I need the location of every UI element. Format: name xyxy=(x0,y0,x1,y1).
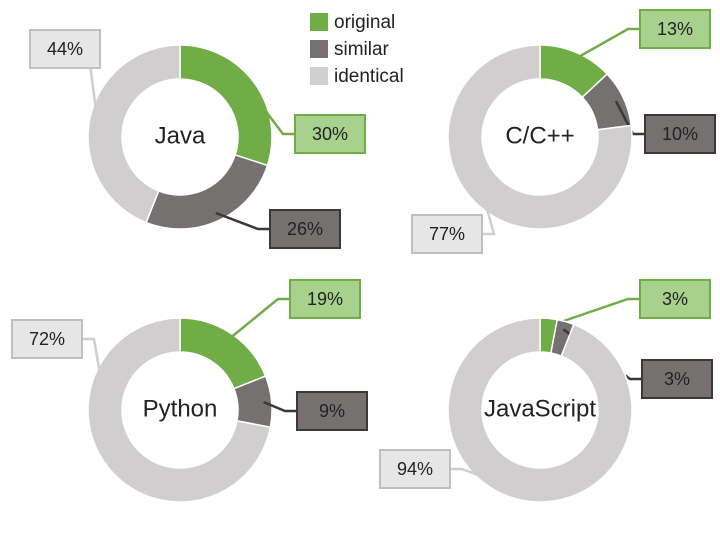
data-label: 72% xyxy=(29,329,65,349)
leader-line xyxy=(450,467,525,494)
donut-segment xyxy=(145,153,269,230)
legend-label: original xyxy=(334,12,395,33)
leader-line xyxy=(547,297,640,328)
label-box xyxy=(641,359,713,399)
data-label: 30% xyxy=(312,124,348,144)
data-label: 44% xyxy=(47,39,83,59)
leader-line xyxy=(614,100,645,136)
legend-label: identical xyxy=(334,66,404,87)
legend-swatch xyxy=(310,67,328,85)
legend-swatch xyxy=(310,13,328,31)
label-box xyxy=(29,29,101,69)
legend-label: similar xyxy=(334,39,390,60)
donut-title: Python xyxy=(143,395,218,422)
donut-segment xyxy=(179,317,267,390)
data-label: 9% xyxy=(319,401,345,421)
data-label: 94% xyxy=(397,459,433,479)
data-label: 26% xyxy=(287,219,323,239)
label-box xyxy=(639,9,711,49)
donut-segment xyxy=(87,317,272,503)
label-box xyxy=(296,391,368,431)
label-box xyxy=(639,279,711,319)
data-label: 13% xyxy=(657,19,693,39)
label-box xyxy=(644,114,716,154)
leader-line xyxy=(246,86,295,136)
data-label: 10% xyxy=(662,124,698,144)
donut-title: JavaScript xyxy=(484,395,596,422)
leader-line xyxy=(482,199,496,236)
leader-line xyxy=(215,211,270,231)
label-box xyxy=(269,209,341,249)
data-label: 3% xyxy=(662,289,688,309)
label-box xyxy=(289,279,361,319)
donut-title: Java xyxy=(155,122,206,149)
label-box xyxy=(379,449,451,489)
label-box xyxy=(11,319,83,359)
label-box xyxy=(294,114,366,154)
legend-swatch xyxy=(310,40,328,58)
donut-segment xyxy=(87,44,181,224)
leader-line xyxy=(82,337,117,464)
leader-line xyxy=(226,297,290,342)
donut-segment xyxy=(447,317,633,503)
donut-title: C/C++ xyxy=(505,122,574,149)
donut-segment xyxy=(447,44,633,230)
leader-line xyxy=(572,27,640,61)
data-label: 19% xyxy=(307,289,343,309)
data-label: 77% xyxy=(429,224,465,244)
leader-line xyxy=(263,400,297,413)
data-label: 3% xyxy=(664,369,690,389)
label-box xyxy=(411,214,483,254)
